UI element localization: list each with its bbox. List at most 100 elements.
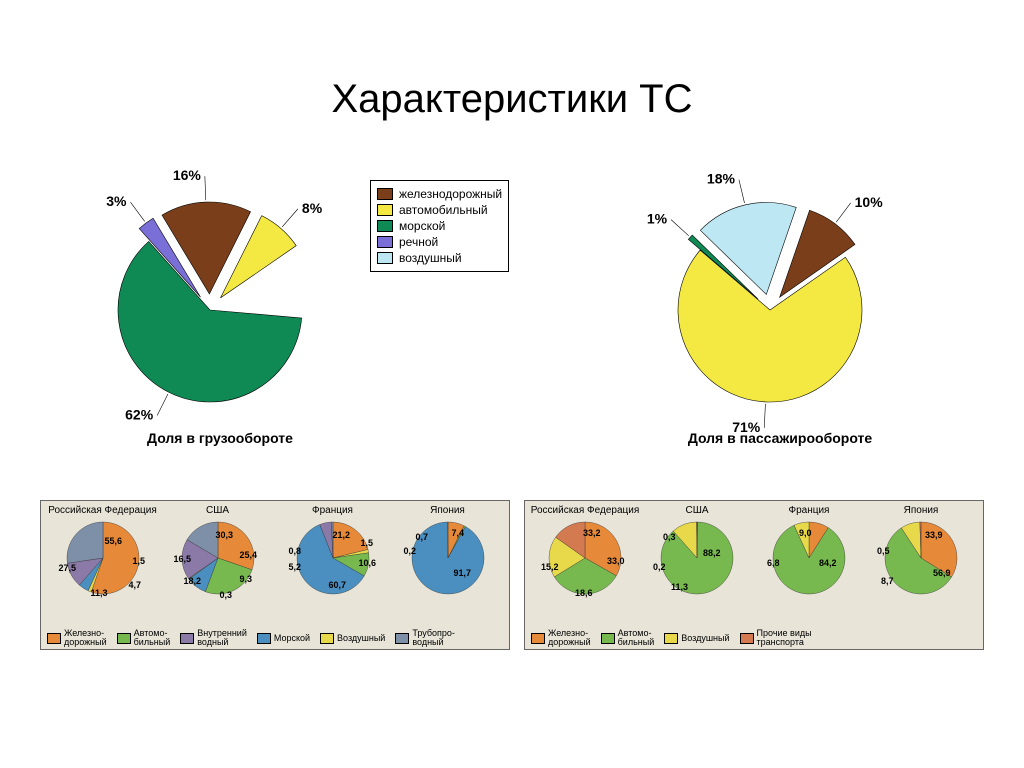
page-title: Характеристики ТС [0,77,1024,122]
mini-value: 0,3 [663,532,676,542]
legend-item: Воздушный [664,629,729,647]
legend-item: речной [377,235,502,249]
legend-label: железнодорожный [399,187,502,201]
mini-value: 18,6 [575,588,593,598]
country-column: Российская Федерация33,233,018,615,2 [529,505,641,598]
legend-swatch [117,633,131,644]
legend-label: Воздушный [337,634,385,643]
legend-swatch [320,633,334,644]
legend-item: железнодорожный [377,187,502,201]
country-name: Франция [275,505,390,516]
pie-label: 8% [302,200,323,216]
mini-pie: 30,325,49,30,318,216,5 [178,518,258,598]
country-name: Российская Федерация [45,505,160,516]
mini-value: 30,3 [216,530,234,540]
legend-swatch [377,204,393,216]
legend-item: Прочие видытранспорта [740,629,812,647]
countries-freight-strip: Российская Федерация55,61,54,711,327,5СШ… [40,500,510,650]
legend-label: речной [399,235,438,249]
country-column: Франция 9,0 84,2 6,8 [753,505,865,598]
legend-item: Морской [257,629,310,647]
mini-value: 84,2 [819,558,837,568]
legend-item: Автомо-бильный [117,629,171,647]
legend-item: Внутреннийводный [180,629,247,647]
legend-label: автомобильный [399,203,488,217]
legend-swatch [664,633,678,644]
pie-label: 10% [855,194,884,210]
mini-value: 0,5 [877,546,890,556]
mini-pie: 33,956,98,70,5 [881,518,961,598]
legend-item: автомобильный [377,203,502,217]
mini-value: 0,2 [653,562,666,572]
legend-label: Внутреннийводный [197,629,247,647]
legend-swatch [377,220,393,232]
mini-value: 8,7 [881,576,894,586]
mini-value: 25,4 [240,550,258,560]
pie-label: 1% [647,211,668,227]
legend-item: Автомо-бильный [601,629,655,647]
mini-pie: 9,0 84,2 6,8 [769,518,849,598]
country-name: США [160,505,275,516]
country-name: США [641,505,753,516]
legend-swatch [601,633,615,644]
legend-swatch [47,633,61,644]
legend-label: Автомо-бильный [134,629,171,647]
legend-swatch [180,633,194,644]
country-column: Япония 33,9 56,9 8,7 0,5 [865,505,977,598]
mini-value: 11,3 [91,588,108,598]
strip-legend: Железно-дорожный Автомо-бильный Воздушный П… [531,629,977,647]
mini-value: 0,7 [416,532,429,542]
country-name: Франция [753,505,865,516]
mini-value: 9,3 [240,574,253,584]
country-column: США 0,3 88,2 11,3 0,2 [641,505,753,598]
mini-value: 16,5 [174,554,192,564]
legend-item: Воздушный [320,629,385,647]
legend-label: Железно-дорожный [548,629,591,647]
top-charts-area: 62% 3% 16% 8% Доля в грузообороте железнодо… [60,150,964,470]
pie-label: 18% [707,171,736,187]
strip-legend: Железно-дорожныйАвтомо-бильныйВнутренний… [47,629,503,647]
mini-pie: 33,233,018,615,2 [545,518,625,598]
legend-swatch [257,633,271,644]
mini-value: 1,5 [133,556,146,566]
pie-label: 16% [173,167,202,183]
freight-title: Доля в грузообороте [120,430,320,446]
mini-value: 6,8 [767,558,780,568]
passenger-title: Доля в пассажирообороте [650,430,910,446]
mini-value: 56,9 [933,568,951,578]
mini-pie: 7,40,791,70,2 [408,518,488,598]
mini-value: 9,0 [799,528,812,538]
legend-swatch [395,633,409,644]
legend-item: Трубопро-водный [395,629,455,647]
mini-value: 60,7 [329,580,347,590]
legend-label: Морской [274,634,310,643]
pie-label: 62% [125,407,154,423]
mini-value: 0,3 [220,590,233,600]
legend-swatch [377,188,393,200]
legend-label: Воздушный [681,634,729,643]
mini-value: 7,4 [452,528,465,538]
top-legend: железнодорожный автомобильный морской речно… [370,180,509,272]
mini-value: 33,2 [583,528,601,538]
legend-item: морской [377,219,502,233]
mini-value: 88,2 [703,548,721,558]
country-column: Франция21,21,510,660,75,20,8 [275,505,390,598]
freight-pie: 62% 3% 16% 8% [60,150,360,450]
passenger-pie: 71%1%18%10% [620,150,920,450]
mini-value: 1,5 [361,538,374,548]
mini-value: 18,2 [184,576,202,586]
country-name: Япония [865,505,977,516]
pie-label: 3% [106,193,127,209]
mini-value: 33,9 [925,530,943,540]
mini-value: 0,8 [289,546,302,556]
country-column: Российская Федерация55,61,54,711,327,5 [45,505,160,598]
country-column: США 30,3 25,4 9,3 0,3 18,2 16,5 [160,505,275,598]
mini-pie: 0,388,211,30,2 [657,518,737,598]
legend-label: воздушный [399,251,462,265]
mini-value: 10,6 [359,558,377,568]
mini-value: 27,5 [59,563,77,573]
countries-passenger-strip: Российская Федерация33,233,018,615,2США 0… [524,500,984,650]
mini-value: 11,3 [671,582,688,592]
mini-value: 0,2 [404,546,417,556]
legend-swatch [377,236,393,248]
